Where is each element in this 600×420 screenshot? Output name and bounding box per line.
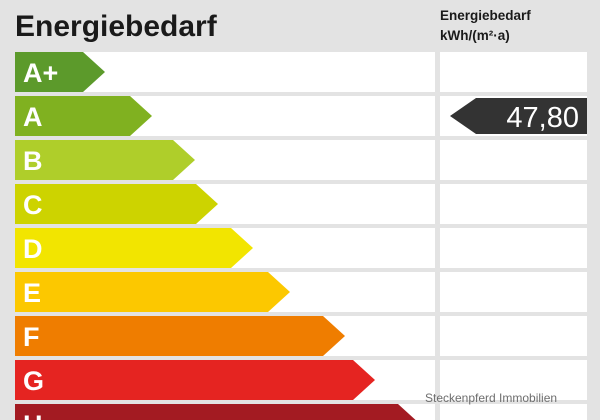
watermark-label: Steckenpferd Immobilien: [425, 391, 557, 405]
value-marker-arrow: [450, 98, 587, 134]
value-cell: [440, 228, 587, 268]
rating-bar-label: E: [23, 278, 41, 308]
rating-row: H: [15, 404, 587, 420]
rating-bar-c: [15, 184, 218, 224]
rating-row: B: [15, 140, 587, 180]
rating-bar-label: D: [23, 234, 43, 264]
column-header-line1: Energiebedarf: [440, 8, 531, 23]
value-marker-text: 47,80: [506, 102, 579, 134]
rating-row: E: [15, 272, 587, 312]
row-divider: [435, 316, 439, 356]
rating-row: G: [15, 360, 587, 400]
value-cell: [440, 52, 587, 92]
rating-row: A+: [15, 52, 587, 92]
rating-bar-e: [15, 272, 290, 312]
rating-row: D: [15, 228, 587, 268]
rating-bar-b: [15, 140, 195, 180]
rating-bar-label: A+: [23, 58, 58, 88]
row-divider: [435, 272, 439, 312]
rating-bar-f: [15, 316, 345, 356]
rating-bar-d: [15, 228, 253, 268]
rating-bar-label: F: [23, 322, 40, 352]
value-cell: [440, 184, 587, 224]
row-divider: [435, 184, 439, 224]
value-cell: [440, 316, 587, 356]
row-divider: [435, 52, 439, 92]
rating-bar-label: A: [23, 102, 43, 132]
value-cell: [440, 404, 587, 420]
page-title: Energiebedarf: [15, 10, 218, 43]
rating-row: F: [15, 316, 587, 356]
rating-bar-h: [15, 404, 416, 420]
rating-bar-label: C: [23, 190, 43, 220]
row-divider: [435, 140, 439, 180]
rating-bar-aplus: [15, 52, 105, 92]
rating-bar-g: [15, 360, 375, 400]
row-divider: [435, 96, 439, 136]
column-header-line2: kWh/(m²·a): [440, 28, 510, 43]
value-cell: [440, 272, 587, 312]
rating-bar-label: G: [23, 366, 44, 396]
row-divider: [435, 228, 439, 268]
value-cell: [440, 360, 587, 400]
row-divider: [435, 360, 439, 400]
value-marker-group: 47,80: [450, 98, 587, 134]
rating-row: C: [15, 184, 587, 224]
rating-bar-label: H: [23, 410, 43, 420]
row-divider: [435, 404, 439, 420]
rating-bar-label: B: [23, 146, 43, 176]
rating-bar-a: [15, 96, 152, 136]
value-cell: [440, 140, 587, 180]
